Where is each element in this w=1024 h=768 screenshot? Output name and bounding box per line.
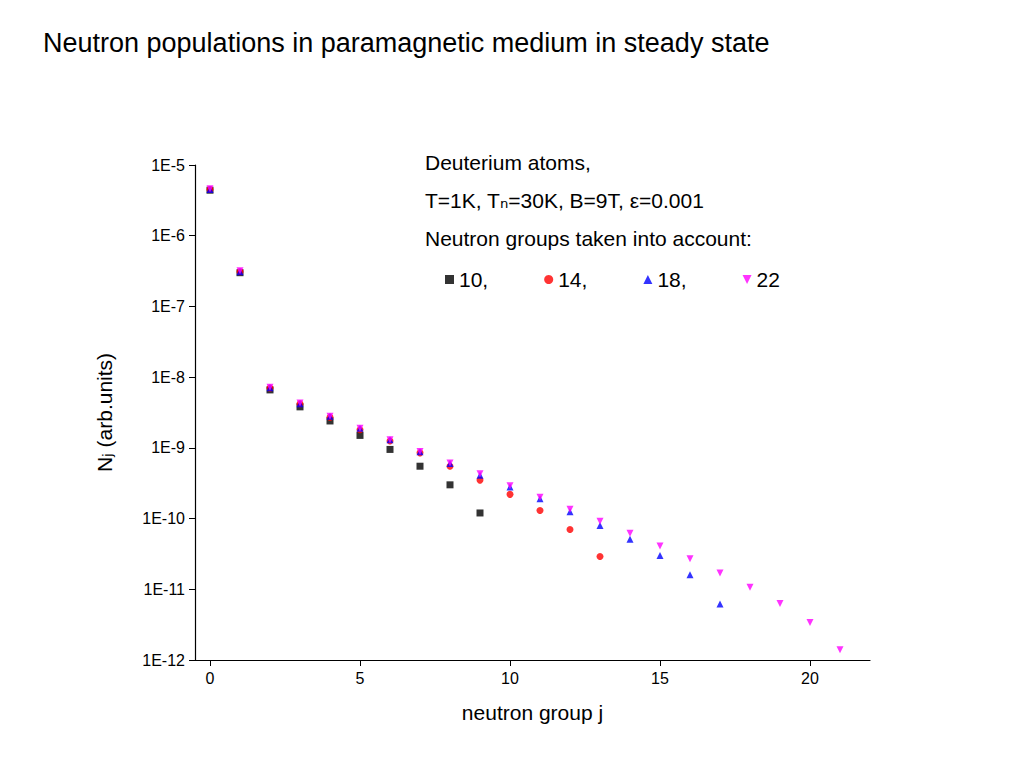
svg-text:0: 0 — [206, 670, 215, 687]
svg-text:22: 22 — [757, 268, 780, 291]
svg-text:Nⱼ (arb.units): Nⱼ (arb.units) — [93, 353, 116, 472]
svg-text:1E-7: 1E-7 — [151, 298, 185, 315]
svg-text:5: 5 — [356, 670, 365, 687]
svg-text:20: 20 — [801, 670, 819, 687]
svg-text:18,: 18, — [657, 268, 686, 291]
svg-text:14,: 14, — [558, 268, 587, 291]
svg-text:1E-8: 1E-8 — [151, 369, 185, 386]
svg-text:1E-5: 1E-5 — [151, 157, 185, 174]
svg-text:15: 15 — [651, 670, 669, 687]
svg-text:10,: 10, — [459, 268, 488, 291]
svg-text:Deuterium atoms,: Deuterium atoms, — [425, 151, 591, 174]
svg-text:1E-9: 1E-9 — [151, 439, 185, 456]
svg-text:neutron group j: neutron group j — [462, 701, 603, 724]
svg-text:T=1K, Tₙ=30K, B=9T, ε=0.001: T=1K, Tₙ=30K, B=9T, ε=0.001 — [425, 189, 704, 212]
svg-text:1E-6: 1E-6 — [151, 227, 185, 244]
svg-text:10: 10 — [501, 670, 519, 687]
svg-text:1E-11: 1E-11 — [143, 581, 185, 598]
svg-text:1E-10: 1E-10 — [142, 510, 185, 527]
svg-text:Neutron groups taken into acco: Neutron groups taken into account: — [425, 227, 752, 250]
svg-text:Neutron populations in paramag: Neutron populations in paramagnetic medi… — [43, 28, 769, 58]
svg-text:1E-12: 1E-12 — [142, 652, 185, 669]
